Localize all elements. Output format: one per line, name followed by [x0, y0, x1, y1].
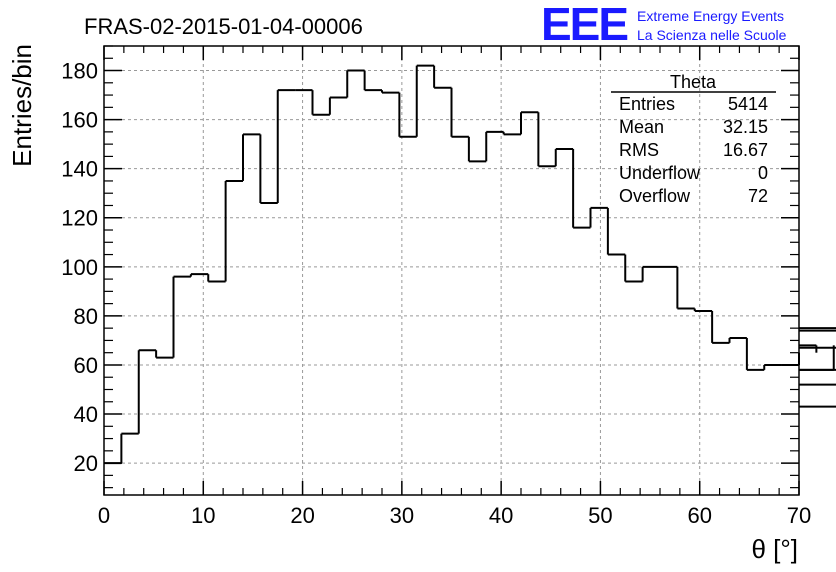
x-tick-label: 0: [98, 503, 110, 528]
stats-label: Overflow: [619, 186, 691, 206]
y-axis-title: Entries/bin: [7, 44, 37, 167]
stats-label: Underflow: [619, 163, 701, 183]
y-tick-label: 60: [74, 353, 98, 378]
y-tick-label: 100: [61, 255, 98, 280]
y-tick-label: 20: [74, 451, 98, 476]
x-tick-label: 50: [588, 503, 612, 528]
x-tick-labels: 0 10 20 30 40 50 60 70: [98, 503, 811, 528]
x-axis-title: θ [°]: [751, 534, 798, 564]
stats-value: 72: [748, 186, 768, 206]
stats-value: 5414: [728, 94, 768, 114]
eee-logo: EEE Extreme Energy Events La Scienza nel…: [541, 0, 787, 50]
x-tick-label: 20: [290, 503, 314, 528]
stats-value: 16.67: [723, 140, 768, 160]
y-tick-label: 180: [61, 59, 98, 84]
stats-label: Mean: [619, 117, 664, 137]
histogram-bars: [104, 64, 836, 465]
stats-value: 0: [758, 163, 768, 183]
y-tick-label: 120: [61, 206, 98, 231]
stats-rows: Entries 5414 Mean 32.15 RMS 16.67 Underflow 0 Ov…: [619, 94, 768, 206]
logo-line-2: La Scienza nelle Scuole: [637, 27, 787, 43]
y-tick-labels: 20 40 60 80 100 120 140 160 180: [61, 59, 98, 477]
logo-line-1: Extreme Energy Events: [637, 8, 784, 24]
x-tick-label: 40: [489, 503, 513, 528]
x-tick-label: 10: [191, 503, 215, 528]
y-tick-label: 80: [74, 304, 98, 329]
axis-ticks: [103, 45, 800, 495]
y-tick-label: 40: [74, 402, 98, 427]
stats-label: Entries: [619, 94, 675, 114]
chart-title: FRAS-02-2015-01-04-00006: [84, 14, 363, 39]
stats-label: RMS: [619, 140, 659, 160]
stats-box: Theta Entries 5414 Mean 32.15 RMS 16.67 Underf…: [611, 72, 776, 206]
x-tick-label: 30: [390, 503, 414, 528]
x-tick-label: 60: [687, 503, 711, 528]
y-tick-label: 140: [61, 157, 98, 182]
plot-frame: [103, 45, 800, 496]
x-tick-label: 70: [787, 503, 811, 528]
logo-mark: EEE: [541, 0, 627, 50]
stats-value: 32.15: [723, 117, 768, 137]
grid-lines: [104, 46, 799, 495]
y-tick-label: 160: [61, 108, 98, 133]
stats-title: Theta: [670, 72, 717, 92]
